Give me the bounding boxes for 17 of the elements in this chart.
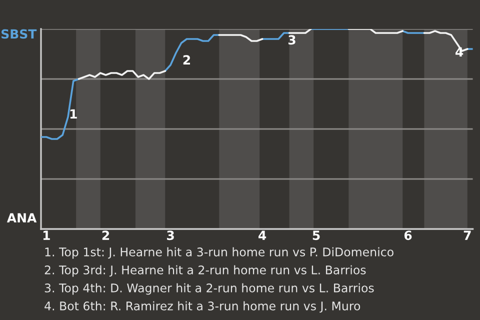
x-tick-label: 5: [312, 230, 320, 240]
annotation: 3: [288, 35, 296, 45]
x-tick-label: 6: [404, 230, 412, 240]
text: 4. Bot 6th: R. Ramirez hit a 3-run home run vs J. Muro: [44, 301, 360, 313]
x-tick-label: 4: [258, 230, 266, 240]
x-tick-label: 3: [167, 230, 174, 240]
x-tick-label: 1: [43, 230, 50, 240]
annotation: 2: [183, 55, 190, 64]
text: SBST: [2, 29, 37, 39]
x-tick-label: 2: [102, 230, 110, 240]
text: ANA: [6, 213, 37, 222]
annotation: 4: [456, 47, 464, 56]
text: 1. Top 1st: J. Hearne hit a 3-run home run vs P. DiDomenico: [45, 247, 394, 259]
text: 2. Top 3rd: J. Hearne hit a 2-run home run vs L. Barrios: [44, 265, 366, 277]
text: 3. Top 4th: D. Wagner hit a 2-run home run vs L. Barrios: [44, 283, 374, 295]
annotation: 1: [70, 109, 77, 118]
x-tick-label: 7: [464, 230, 471, 240]
